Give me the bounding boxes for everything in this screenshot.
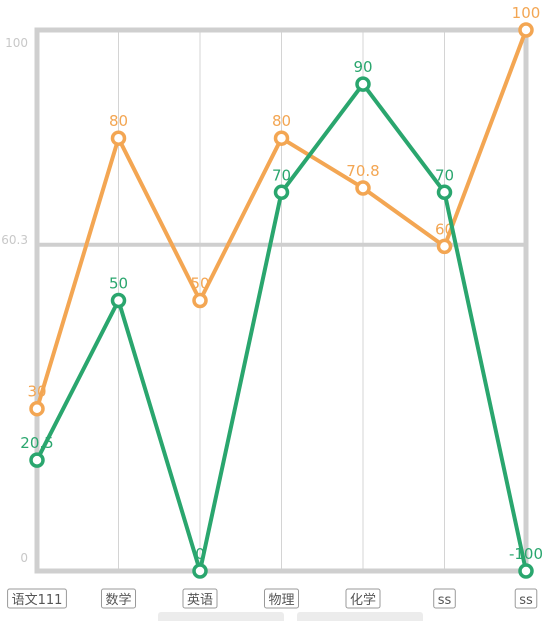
data-label: 50 — [190, 275, 209, 293]
plot-frame — [34, 27, 529, 574]
x-tick-label: ss — [519, 593, 533, 608]
x-tick-box — [433, 588, 456, 609]
x-tick: ss — [433, 588, 456, 609]
x-tick-box — [263, 588, 300, 609]
data-point — [192, 292, 208, 309]
data-point — [273, 184, 290, 201]
data-label: -100 — [509, 545, 543, 563]
data-point — [273, 130, 290, 146]
data-point — [29, 400, 45, 417]
x-tick-box — [345, 588, 381, 609]
data-label: 70.8 — [346, 162, 379, 180]
data-point — [355, 76, 371, 92]
x-tick-label: 英语 — [187, 593, 213, 608]
data-label: 0 — [195, 545, 205, 563]
y-tick-label: 100 — [5, 36, 28, 50]
x-tick-label: 物理 — [268, 593, 294, 608]
data-label: 100 — [512, 4, 541, 22]
series-1: 30 80 50 80 70.8 60 100 — [27, 4, 541, 417]
x-tick-box — [514, 588, 538, 609]
x-tick-box — [100, 588, 137, 609]
scroll-indicator-left — [158, 612, 284, 621]
data-point — [192, 563, 208, 579]
x-tick-label: 化学 — [350, 592, 376, 608]
data-point — [436, 184, 453, 201]
x-tick: 语文111 — [7, 588, 67, 609]
data-label: 70 — [272, 166, 291, 184]
x-tick: ss — [514, 588, 538, 609]
data-point — [110, 130, 127, 146]
chart-series: 30 80 50 80 70.8 60 100 20.5 50 0 70 90 70 -100 — [20, 4, 543, 579]
data-label: 90 — [353, 58, 372, 76]
data-point — [436, 238, 453, 255]
data-label: 60 — [435, 220, 454, 238]
x-tick: 化学 — [345, 588, 381, 609]
x-tick: 英语 — [182, 588, 218, 609]
x-tick-box — [7, 588, 67, 609]
chart-grid — [34, 27, 529, 574]
data-point — [110, 292, 127, 309]
data-label: 20.5 — [20, 434, 53, 452]
data-label: 30 — [27, 383, 46, 401]
x-tick-label: 数学 — [105, 592, 131, 608]
data-label: 50 — [109, 275, 128, 293]
y-tick-label: 60.3 — [1, 233, 28, 247]
data-label: 80 — [109, 112, 128, 130]
x-axis-ticks: 语文111 数学 英语 物理 化学 ss ss — [7, 588, 538, 609]
data-point — [518, 22, 534, 38]
y-tick-label: 0 — [20, 551, 28, 565]
x-tick: 物理 — [263, 588, 300, 609]
scroll-indicator-right — [297, 612, 423, 621]
series-2: 20.5 50 0 70 90 70 -100 — [20, 58, 543, 579]
x-tick-label: ss — [438, 593, 452, 608]
y-axis-ticks: 100 60.3 0 — [1, 36, 28, 565]
data-label: 70 — [435, 166, 454, 184]
data-point — [518, 563, 534, 579]
data-point — [355, 180, 371, 196]
x-tick-label: 语文111 — [12, 593, 63, 608]
x-tick-box — [182, 588, 218, 609]
x-tick: 数学 — [100, 588, 137, 609]
data-point — [29, 452, 45, 468]
data-label: 80 — [272, 112, 291, 130]
